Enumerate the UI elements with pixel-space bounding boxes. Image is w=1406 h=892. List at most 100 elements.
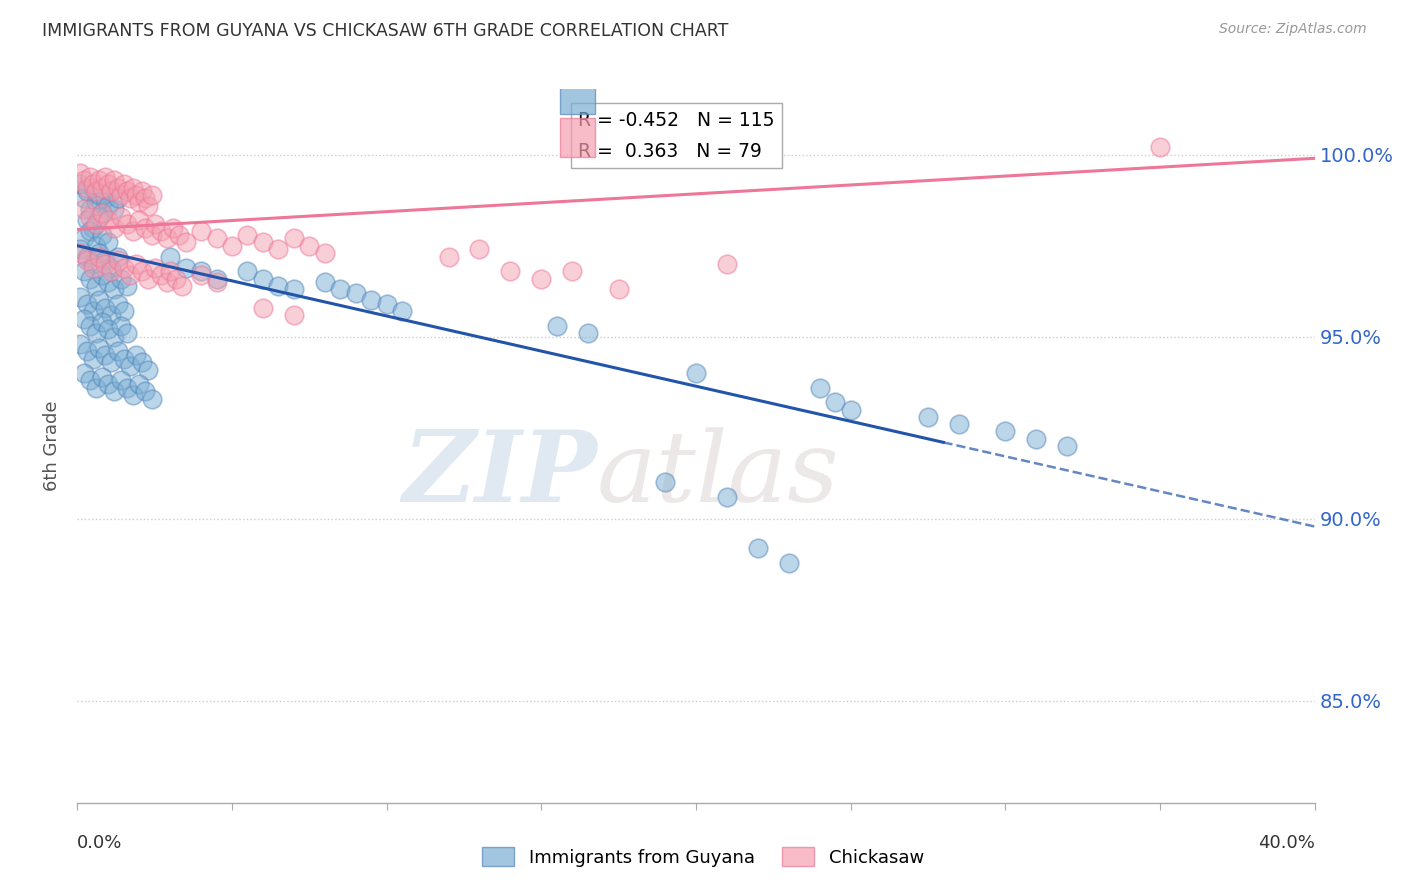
Point bbox=[82, 351, 104, 366]
Point bbox=[143, 260, 166, 275]
Point bbox=[94, 169, 117, 184]
Point bbox=[122, 388, 145, 402]
Point bbox=[149, 224, 172, 238]
Point bbox=[115, 278, 138, 293]
Point bbox=[69, 246, 91, 260]
Point bbox=[110, 210, 132, 224]
Point bbox=[94, 257, 117, 271]
Point bbox=[716, 257, 738, 271]
Point bbox=[87, 293, 110, 308]
Point bbox=[97, 235, 120, 249]
Point bbox=[172, 278, 194, 293]
Point bbox=[76, 180, 98, 194]
Point bbox=[125, 257, 148, 271]
Point bbox=[84, 278, 107, 293]
Point bbox=[561, 264, 583, 278]
Point bbox=[112, 351, 135, 366]
Point bbox=[546, 318, 568, 333]
FancyBboxPatch shape bbox=[560, 75, 595, 114]
Point bbox=[82, 220, 104, 235]
Point bbox=[79, 318, 101, 333]
Point bbox=[100, 260, 122, 275]
Point bbox=[84, 381, 107, 395]
Point bbox=[82, 304, 104, 318]
Point bbox=[100, 184, 122, 198]
Point bbox=[110, 374, 132, 388]
Point bbox=[103, 384, 125, 399]
Point bbox=[91, 206, 114, 220]
Point bbox=[72, 173, 94, 187]
Point bbox=[76, 250, 98, 264]
Point bbox=[283, 231, 305, 245]
Point bbox=[69, 177, 91, 191]
Point bbox=[174, 260, 197, 275]
Point bbox=[72, 366, 94, 380]
Point bbox=[391, 304, 413, 318]
Point bbox=[79, 224, 101, 238]
Point bbox=[221, 239, 243, 253]
Point bbox=[134, 384, 156, 399]
Point bbox=[149, 268, 172, 282]
Point bbox=[118, 359, 141, 373]
Point bbox=[267, 243, 290, 257]
Text: 40.0%: 40.0% bbox=[1258, 834, 1315, 852]
Point bbox=[252, 301, 274, 315]
Point bbox=[103, 173, 125, 187]
Point bbox=[91, 206, 114, 220]
Point bbox=[138, 271, 160, 285]
Point bbox=[917, 409, 939, 424]
Point bbox=[72, 311, 94, 326]
Point bbox=[1025, 432, 1047, 446]
Point bbox=[576, 326, 599, 340]
Point bbox=[156, 231, 179, 245]
Point bbox=[87, 210, 110, 224]
Point bbox=[84, 195, 107, 210]
Point bbox=[190, 224, 212, 238]
Point bbox=[97, 377, 120, 392]
Point bbox=[87, 250, 110, 264]
Point bbox=[84, 184, 107, 198]
Point bbox=[115, 381, 138, 395]
Point bbox=[91, 180, 114, 194]
Point bbox=[778, 556, 800, 570]
Point bbox=[107, 344, 129, 359]
Point bbox=[1056, 439, 1078, 453]
Point bbox=[159, 264, 181, 278]
Point bbox=[110, 187, 132, 202]
Point bbox=[138, 199, 160, 213]
Point bbox=[824, 395, 846, 409]
Point bbox=[1149, 140, 1171, 154]
Point bbox=[283, 282, 305, 296]
Point bbox=[112, 260, 135, 275]
Point bbox=[141, 227, 163, 242]
Point bbox=[84, 326, 107, 340]
Point bbox=[131, 355, 153, 369]
Point bbox=[128, 195, 150, 210]
Point bbox=[69, 243, 91, 257]
Point bbox=[468, 243, 491, 257]
Point bbox=[91, 315, 114, 329]
Point bbox=[107, 297, 129, 311]
Point bbox=[375, 297, 398, 311]
Point bbox=[91, 268, 114, 282]
Point bbox=[87, 341, 110, 355]
Point bbox=[94, 253, 117, 268]
Point bbox=[69, 337, 91, 351]
Point bbox=[283, 308, 305, 322]
Point bbox=[94, 301, 117, 315]
Point bbox=[76, 213, 98, 227]
Point bbox=[100, 355, 122, 369]
Point bbox=[685, 366, 707, 380]
Point bbox=[72, 231, 94, 245]
Point bbox=[84, 239, 107, 253]
Point bbox=[994, 425, 1017, 439]
Text: atlas: atlas bbox=[598, 427, 839, 522]
Point bbox=[97, 177, 120, 191]
Point bbox=[122, 180, 145, 194]
Point bbox=[103, 330, 125, 344]
Point bbox=[87, 187, 110, 202]
Point bbox=[141, 392, 163, 406]
Point bbox=[82, 257, 104, 271]
Text: Source: ZipAtlas.com: Source: ZipAtlas.com bbox=[1219, 22, 1367, 37]
Point bbox=[530, 271, 553, 285]
